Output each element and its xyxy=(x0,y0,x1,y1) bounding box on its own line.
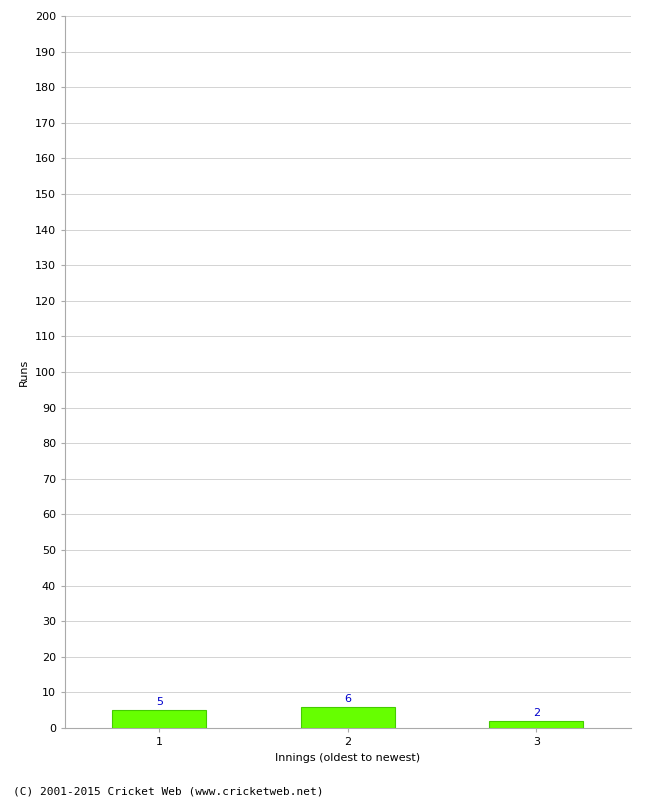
Text: (C) 2001-2015 Cricket Web (www.cricketweb.net): (C) 2001-2015 Cricket Web (www.cricketwe… xyxy=(13,786,324,796)
Text: 6: 6 xyxy=(344,694,351,704)
Text: 2: 2 xyxy=(533,708,540,718)
Bar xyxy=(489,721,584,728)
X-axis label: Innings (oldest to newest): Innings (oldest to newest) xyxy=(275,753,421,762)
Bar xyxy=(300,706,395,728)
Text: 5: 5 xyxy=(156,698,162,707)
Bar xyxy=(112,710,207,728)
Y-axis label: Runs: Runs xyxy=(20,358,29,386)
